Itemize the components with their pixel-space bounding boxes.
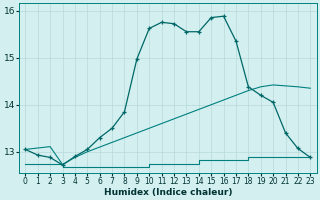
X-axis label: Humidex (Indice chaleur): Humidex (Indice chaleur) — [104, 188, 232, 197]
